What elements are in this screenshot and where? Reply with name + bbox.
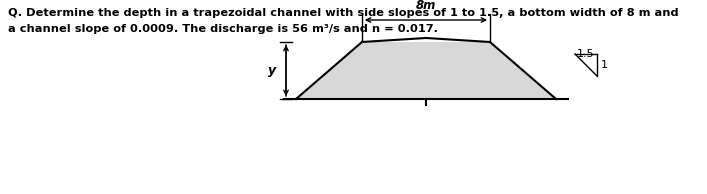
Text: 1.5: 1.5: [577, 49, 595, 59]
Text: 8m: 8m: [416, 0, 436, 12]
Text: y: y: [268, 64, 276, 77]
Text: Q. Determine the depth in a trapezoidal channel with side slopes of 1 to 1.5, a : Q. Determine the depth in a trapezoidal …: [8, 8, 679, 18]
Text: 1: 1: [601, 60, 608, 70]
Polygon shape: [296, 42, 556, 99]
Text: a channel slope of 0.0009. The discharge is 56 m³/s and n = 0.017.: a channel slope of 0.0009. The discharge…: [8, 24, 438, 34]
